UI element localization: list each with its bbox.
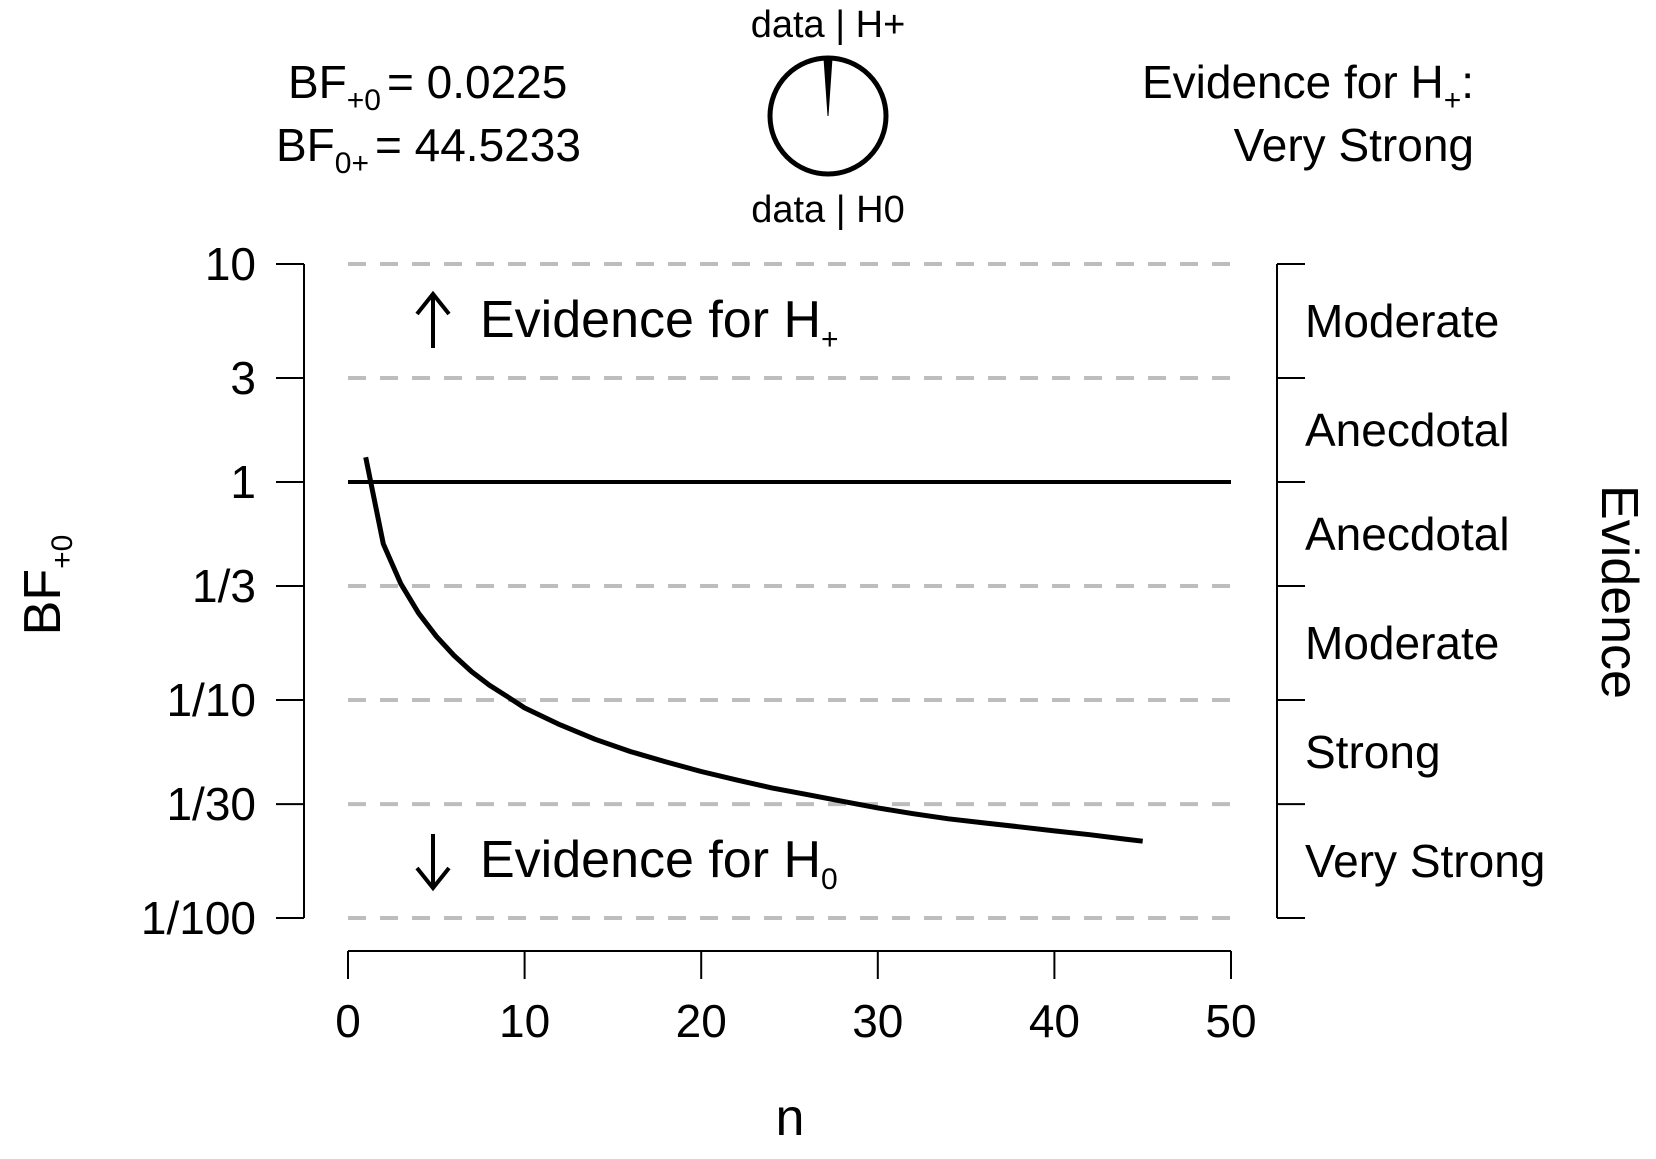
y-tick-label-1: 3 <box>230 352 256 404</box>
evidence-category-2: Anecdotal <box>1305 508 1510 560</box>
y-tick-label-2: 1 <box>230 456 256 508</box>
x-tick-label-3: 30 <box>852 995 903 1047</box>
y-tick-label-0: 10 <box>205 238 256 290</box>
bf-plus0-stat: BF+0 = 0.0225 <box>288 56 567 117</box>
x-tick-label-1: 10 <box>499 995 550 1047</box>
y-tick-label-3: 1/3 <box>192 560 256 612</box>
evidence-category-0: Moderate <box>1305 295 1499 347</box>
x-tick-label-2: 20 <box>676 995 727 1047</box>
bf-stats: BF+0 = 0.0225 BF0+ = 44.5233 <box>276 56 581 180</box>
evidence-category-3: Moderate <box>1305 617 1499 669</box>
x-axis-label: n <box>776 1089 805 1147</box>
bf-0plus-stat: BF0+ = 44.5233 <box>276 119 581 180</box>
gridlines <box>348 262 1231 920</box>
evidence-summary-line1: Evidence for H+: <box>1142 56 1474 117</box>
evidence-category-1: Anecdotal <box>1305 404 1510 456</box>
down-arrow-icon <box>415 866 451 892</box>
evidence-axis-label: Evidence <box>1590 485 1648 699</box>
pie-top-label: data | H+ <box>751 4 906 46</box>
evidence-summary-line2: Very Strong <box>1234 119 1474 171</box>
x-axis: 0 10 20 30 40 50 <box>335 950 1257 1047</box>
y-axis: 10 3 1 1/3 1/10 1/30 1/100 <box>141 238 305 944</box>
pie-slice-h-plus <box>823 57 833 117</box>
y-tick-label-5: 1/30 <box>166 778 256 830</box>
evidence-for-h-plus-label: Evidence for H+ <box>480 291 839 356</box>
x-tick-label-5: 50 <box>1205 995 1256 1047</box>
up-arrow-icon <box>415 290 451 316</box>
evidence-summary: Evidence for H+: Very Strong <box>1142 56 1474 171</box>
evidence-category-4: Strong <box>1305 726 1441 778</box>
evidence-for-h0-annotation: Evidence for H0 <box>415 831 838 896</box>
evidence-category-5: Very Strong <box>1305 835 1545 887</box>
evidence-for-h-plus-annotation: Evidence for H+ <box>415 290 839 356</box>
probability-wheel: data | H+ data | H0 <box>751 4 906 231</box>
x-tick-label-4: 40 <box>1029 995 1080 1047</box>
evidence-axis: Moderate Anecdotal Anecdotal Moderate Strong… <box>1276 263 1545 919</box>
y-axis-label: BF+0 <box>14 535 79 636</box>
x-tick-label-0: 0 <box>335 995 361 1047</box>
evidence-for-h0-label: Evidence for H0 <box>480 831 838 896</box>
y-tick-label-4: 1/10 <box>166 674 256 726</box>
bf-curve <box>363 456 1143 844</box>
y-tick-label-6: 1/100 <box>141 892 256 944</box>
pie-bottom-label: data | H0 <box>751 189 905 231</box>
